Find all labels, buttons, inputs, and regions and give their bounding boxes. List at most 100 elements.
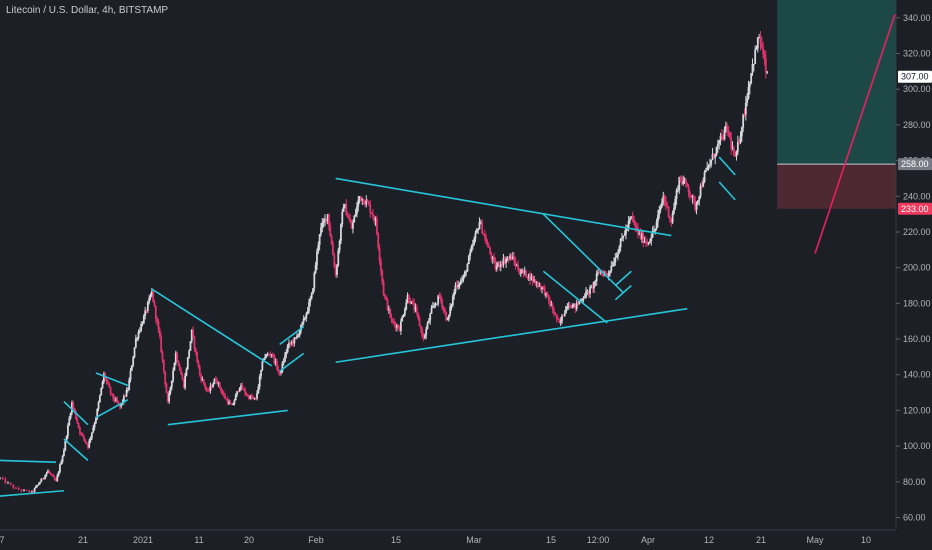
candle: [723, 129, 726, 140]
candle: [442, 307, 445, 310]
candle: [744, 102, 747, 115]
candle: [298, 330, 301, 336]
candle: [594, 281, 597, 283]
candle: [336, 265, 338, 275]
candle: [329, 226, 332, 237]
candle: [679, 177, 682, 181]
candle: [479, 222, 482, 224]
candle: [557, 319, 559, 321]
y-tick-label: 240.00: [903, 191, 931, 201]
chart-title: Litecoin / U.S. Dollar, 4h, BITSTAMP: [6, 5, 169, 16]
candle: [364, 204, 366, 206]
candle: [599, 271, 602, 273]
candle: [225, 398, 228, 400]
y-tick-label: 220.00: [903, 227, 931, 237]
candle: [605, 272, 607, 274]
candle: [739, 136, 742, 143]
candle: [68, 418, 71, 426]
candle: [561, 315, 563, 321]
candle: [622, 235, 625, 238]
candle: [707, 165, 710, 168]
candle: [238, 387, 241, 392]
candle: [670, 218, 673, 223]
candle: [252, 397, 254, 399]
candle: [642, 234, 645, 243]
candle: [230, 404, 233, 406]
candle: [44, 474, 47, 478]
candle: [439, 296, 442, 301]
candle: [158, 329, 161, 337]
candle: [285, 351, 288, 355]
candle: [110, 393, 113, 395]
candle: [688, 192, 691, 196]
y-tick-label: 320.00: [903, 49, 931, 59]
candle: [435, 303, 438, 305]
candle: [650, 237, 653, 242]
candle: [64, 440, 67, 451]
candle: [637, 227, 639, 235]
candle: [613, 262, 615, 266]
candle: [750, 73, 753, 84]
candle: [590, 286, 593, 288]
candle: [655, 221, 658, 229]
candle: [75, 412, 77, 419]
candle: [360, 196, 362, 201]
candle: [89, 437, 92, 441]
candle: [727, 130, 730, 133]
price-labels: 307.00 258.00 233.00: [898, 70, 932, 215]
candle: [573, 303, 575, 305]
candle: [313, 272, 316, 289]
candle: [647, 242, 650, 244]
candle: [79, 427, 81, 434]
candle: [332, 244, 334, 256]
candle: [25, 489, 28, 491]
candle: [638, 233, 641, 235]
candle: [445, 312, 448, 320]
y-tick-label: 120.00: [903, 405, 931, 415]
early-channel-lower-trendline: [0, 489, 64, 497]
candle: [574, 303, 577, 309]
candle: [265, 354, 268, 358]
candle: [641, 234, 643, 239]
candle: [698, 196, 701, 201]
candle: [153, 301, 156, 306]
candle: [344, 204, 346, 207]
candle: [324, 218, 326, 222]
candle: [462, 276, 465, 280]
candle: [164, 371, 167, 384]
candle: [618, 247, 621, 253]
candle: [59, 464, 61, 473]
candle: [495, 266, 498, 270]
candle: [222, 393, 225, 396]
candle: [197, 361, 200, 367]
candle: [681, 180, 683, 184]
candle: [730, 137, 733, 149]
candle: [449, 306, 452, 315]
candle: [438, 295, 441, 297]
candle: [316, 251, 318, 266]
candle: [714, 155, 717, 158]
candle: [9, 482, 12, 485]
candle: [281, 363, 284, 372]
candle: [132, 357, 135, 366]
candle: [406, 295, 409, 303]
candle: [602, 272, 605, 276]
candle: [702, 181, 705, 187]
candle: [32, 491, 35, 493]
candle: [687, 186, 690, 193]
candle: [130, 365, 133, 371]
candle: [398, 328, 401, 332]
candle: [154, 305, 157, 319]
candle: [551, 304, 554, 311]
candle: [700, 185, 703, 187]
candle: [248, 395, 250, 399]
candle: [716, 143, 719, 147]
candle: [166, 393, 169, 402]
candle: [567, 305, 570, 307]
candle: [242, 389, 245, 391]
candle: [426, 322, 429, 329]
candle: [270, 354, 273, 356]
candle: [348, 217, 350, 220]
y-tick-label: 60.00: [903, 513, 926, 523]
